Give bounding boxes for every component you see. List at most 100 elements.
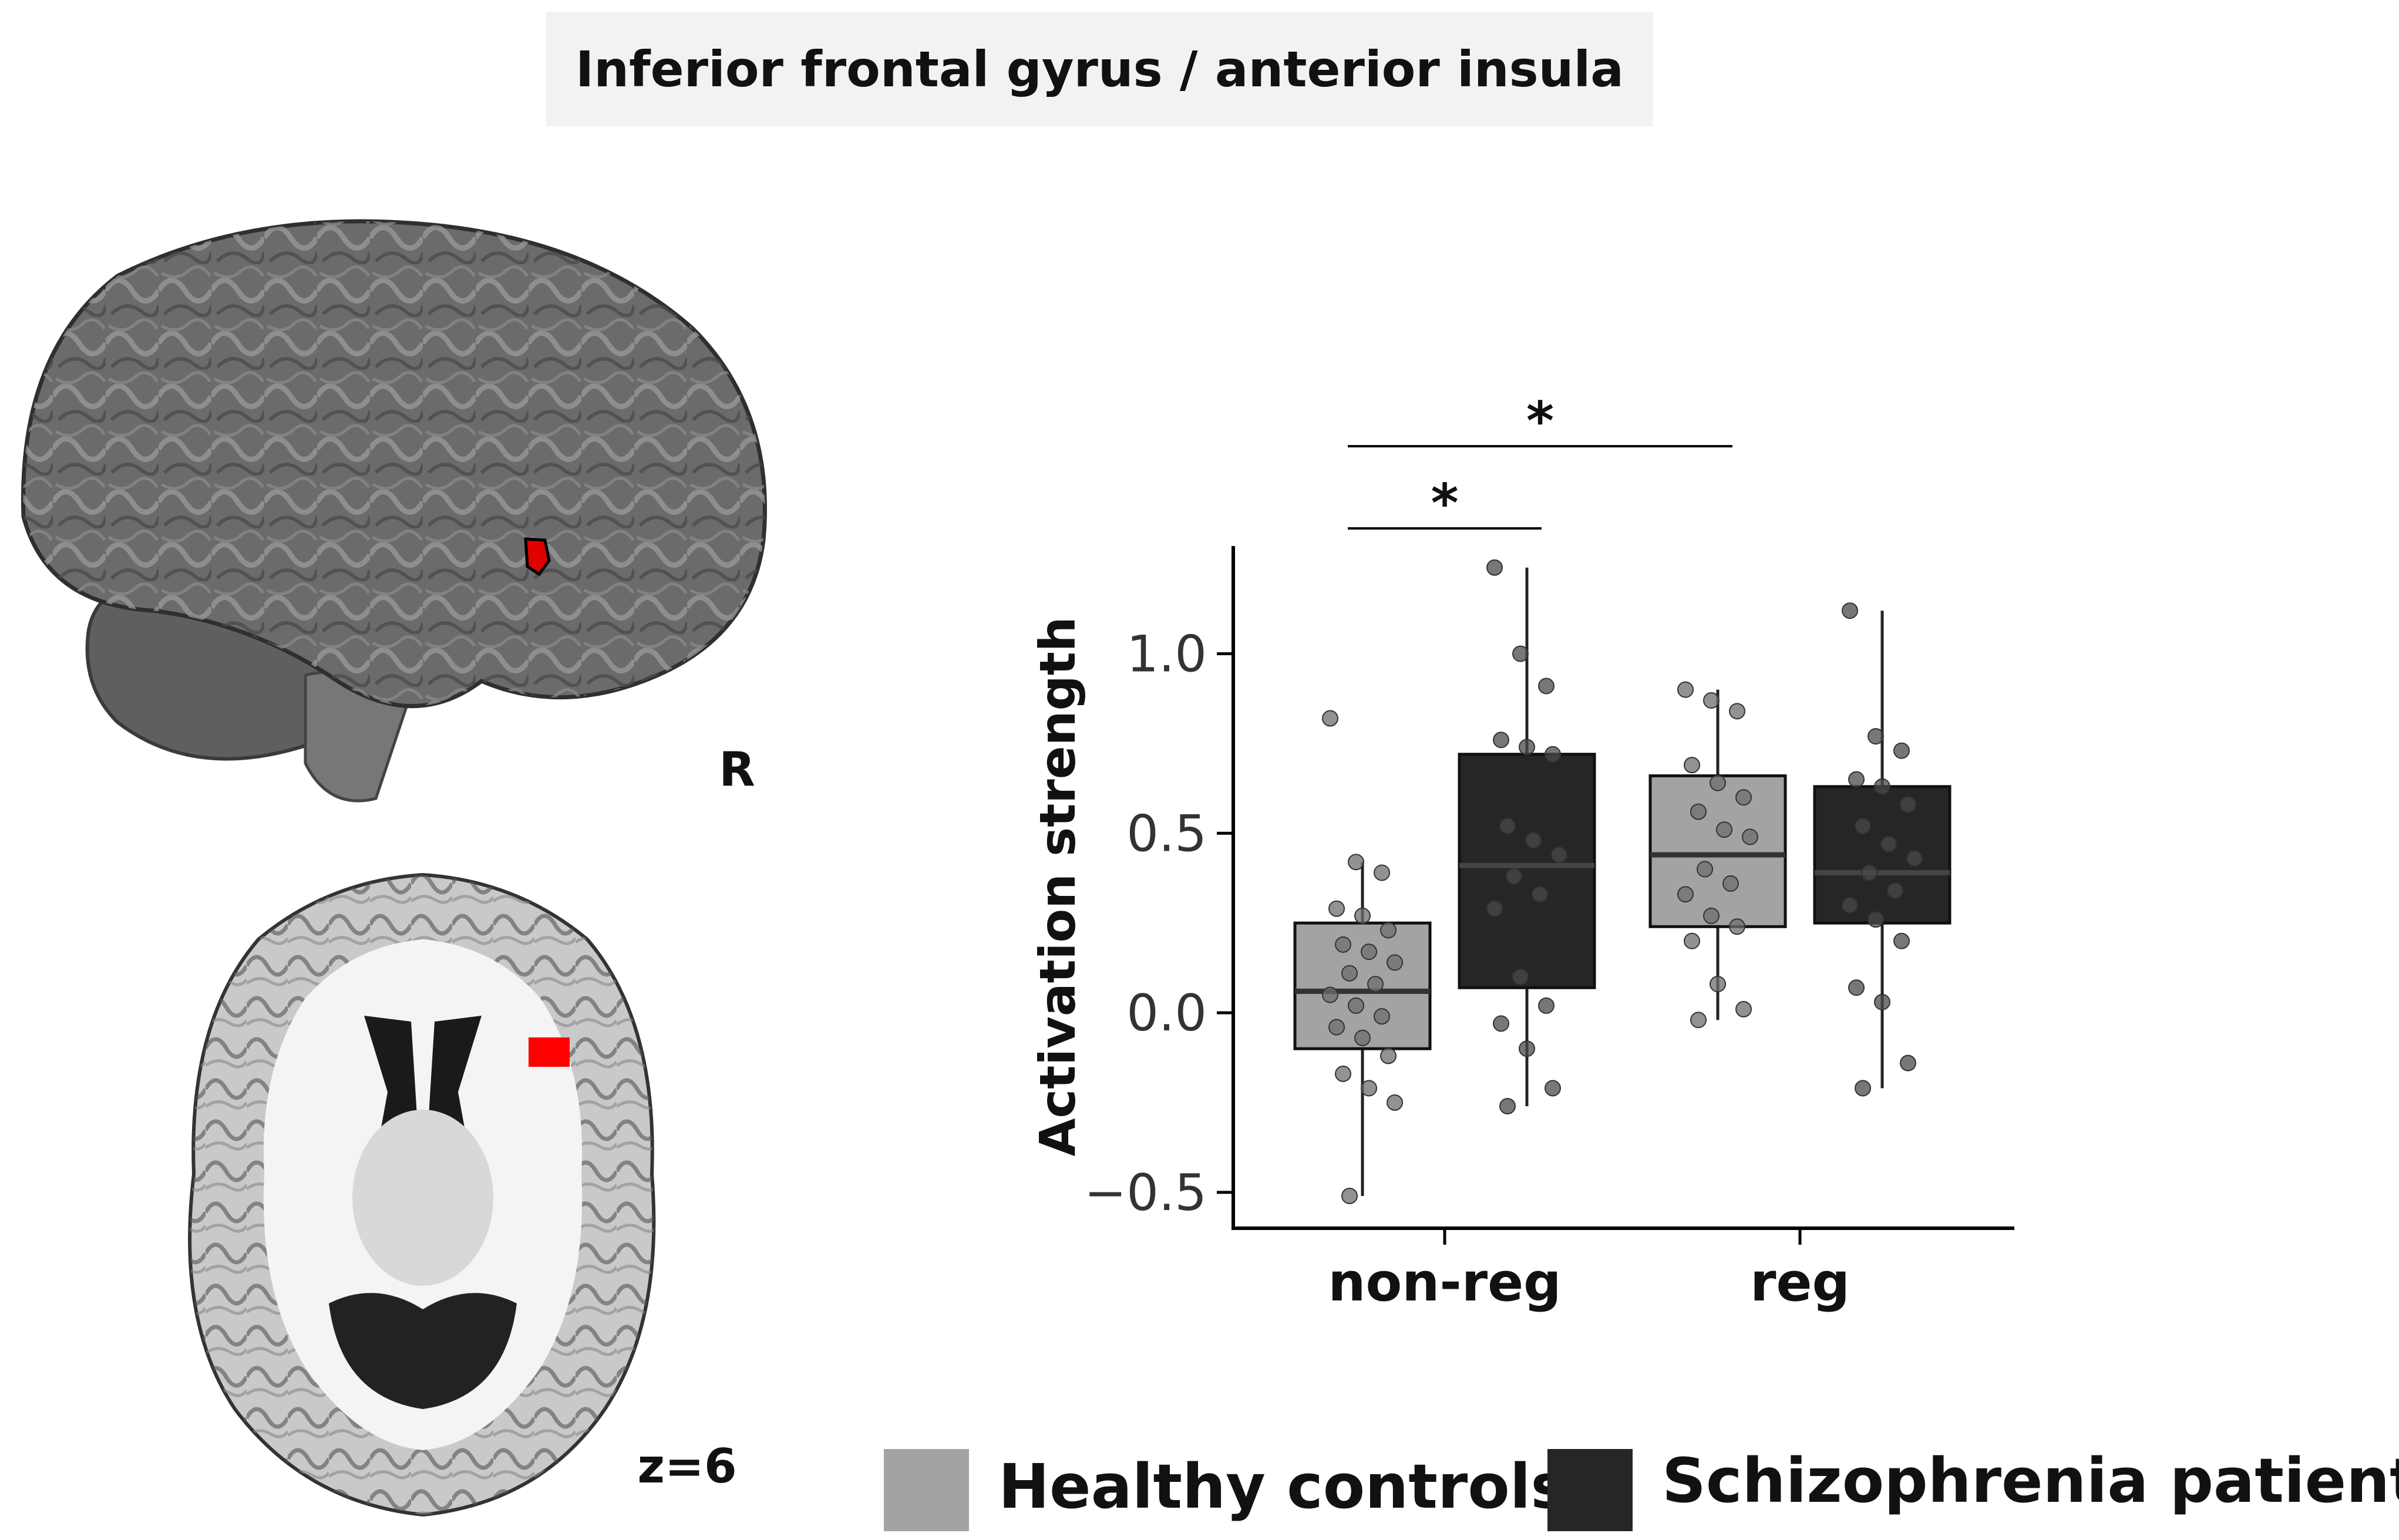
legend: Healthy controls Schizophrenia patients (884, 1445, 2399, 1531)
y-tick-label: 0.0 (1126, 984, 1207, 1043)
data-point (1322, 986, 1338, 1003)
data-point (1880, 835, 1897, 852)
data-point (1900, 796, 1916, 813)
data-point (1684, 932, 1700, 949)
y-ticks: −0.5 0.0 0.5 1.0 (1084, 625, 1233, 1222)
data-point (1354, 907, 1371, 924)
sagittal-label-r: R (719, 742, 755, 797)
data-point (1703, 907, 1720, 924)
data-point (1703, 692, 1720, 709)
data-point (1348, 854, 1364, 871)
data-point (1551, 846, 1567, 863)
significance-star: * (1431, 473, 1458, 534)
data-point (1545, 746, 1561, 763)
box-body (1458, 753, 1596, 989)
thalamus-shape (352, 1110, 493, 1286)
data-point (1335, 936, 1351, 953)
data-point (1538, 678, 1555, 695)
data-point (1512, 645, 1529, 662)
data-point (1532, 886, 1548, 903)
data-point (1716, 821, 1732, 838)
data-point (1900, 1054, 1916, 1071)
data-point (1367, 976, 1384, 993)
sagittal-brain-image (21, 219, 767, 803)
data-point (1322, 710, 1338, 727)
data-point (1545, 1080, 1561, 1097)
box-body (1813, 785, 1951, 925)
sagittal-roi-marker (524, 537, 551, 577)
data-point (1380, 1047, 1397, 1064)
figure-title: Inferior frontal gyrus / anterior insula (576, 40, 1624, 98)
y-tick-label: 0.5 (1126, 804, 1207, 863)
box-body (1648, 774, 1787, 928)
data-point (1842, 897, 1858, 914)
data-point (1354, 1029, 1371, 1046)
data-point (1874, 778, 1890, 795)
plot-area (1293, 559, 1951, 1204)
data-point (1893, 932, 1910, 949)
data-point (1855, 1080, 1871, 1097)
data-point (1499, 1098, 1516, 1115)
data-point (1697, 861, 1713, 878)
data-point (1506, 868, 1522, 885)
data-point (1868, 728, 1884, 745)
data-point (1893, 742, 1910, 759)
legend-label-healthy: Healthy controls (998, 1451, 1567, 1522)
figure-title-box: Inferior frontal gyrus / anterior insula (546, 12, 1653, 126)
axial-brain-image (188, 872, 656, 1517)
y-axis-label: Activation strength (1029, 616, 1086, 1156)
data-point (1677, 681, 1694, 698)
data-point (1848, 771, 1865, 788)
data-point (1868, 911, 1884, 928)
legend-label-patients: Schizophrenia patients (1662, 1445, 2399, 1517)
box-body (1293, 921, 1432, 1050)
posterior-shape (329, 1293, 517, 1409)
data-point (1374, 864, 1390, 881)
x-tick-label: non-reg (1328, 1252, 1561, 1313)
data-point (1887, 882, 1903, 899)
data-point (1335, 1066, 1351, 1083)
data-point (1735, 789, 1752, 806)
data-point (1525, 832, 1542, 849)
data-point (1710, 976, 1726, 993)
data-point (1486, 900, 1503, 917)
data-point (1729, 703, 1745, 720)
data-point (1374, 1008, 1390, 1025)
data-point (1538, 997, 1555, 1014)
data-point (1710, 774, 1726, 791)
data-point (1387, 1094, 1403, 1111)
data-point (1512, 968, 1529, 985)
axial-label-z: z=6 (637, 1439, 736, 1494)
x-ticks: non-reg reg (1328, 1228, 1850, 1313)
significance-brackets: ** (1348, 390, 1732, 534)
data-point (1328, 900, 1345, 917)
data-point (1848, 979, 1865, 996)
legend-swatch-healthy (884, 1449, 969, 1531)
data-point (1677, 886, 1694, 903)
data-point (1499, 818, 1516, 835)
data-point (1380, 922, 1397, 939)
data-point (1742, 828, 1758, 845)
data-point (1684, 757, 1700, 774)
y-tick-label: 1.0 (1126, 625, 1207, 683)
axial-roi-marker (529, 1037, 570, 1067)
data-point (1361, 1080, 1377, 1097)
data-point (1348, 997, 1364, 1014)
data-point (1493, 732, 1509, 749)
data-point (1861, 864, 1878, 881)
data-point (1328, 1019, 1345, 1036)
data-point (1729, 918, 1745, 935)
data-point (1722, 875, 1739, 892)
x-tick-label: reg (1750, 1252, 1850, 1313)
data-point (1874, 993, 1890, 1010)
data-point (1387, 954, 1403, 971)
data-point (1906, 850, 1923, 867)
data-point (1341, 965, 1358, 982)
data-point (1519, 739, 1535, 756)
significance-star: * (1526, 390, 1554, 452)
data-point (1519, 1040, 1535, 1057)
data-point (1361, 943, 1377, 961)
y-tick-label: −0.5 (1084, 1164, 1207, 1222)
data-point (1735, 1000, 1752, 1017)
